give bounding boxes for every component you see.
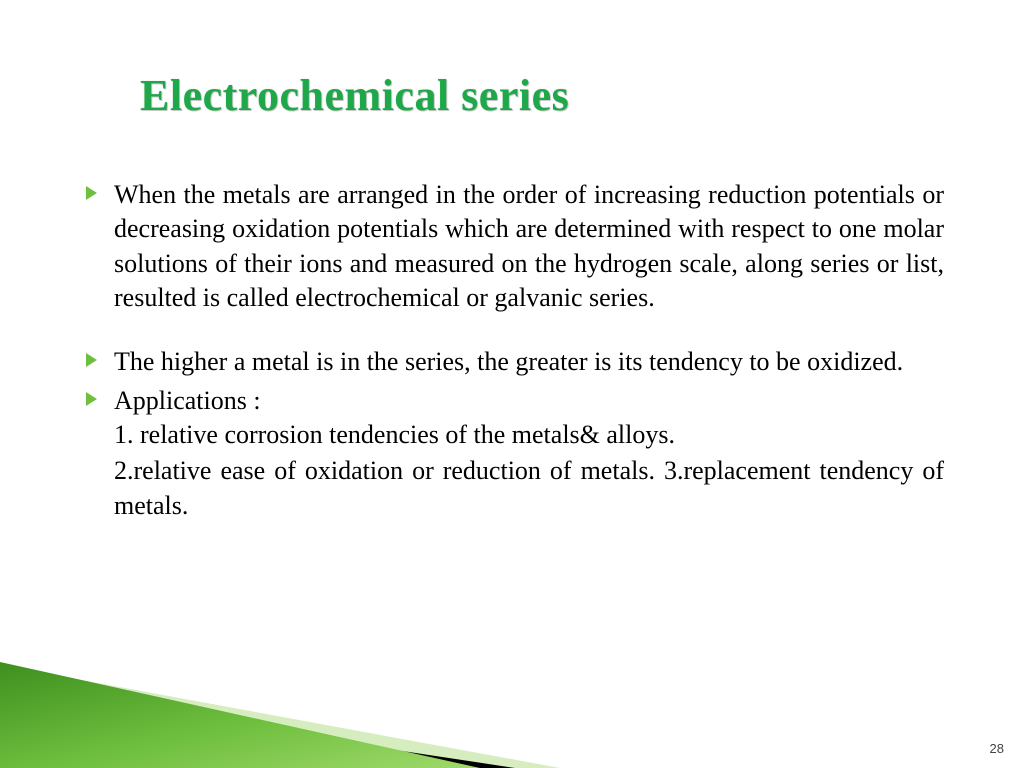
decor-triangle-green <box>0 662 480 768</box>
bullet-icon <box>86 392 97 406</box>
decor-triangle-light <box>0 665 560 768</box>
bullet-icon <box>86 353 97 367</box>
slide: Electrochemical series When the metals a… <box>0 0 1024 768</box>
bullet-subline: 1. relative corrosion tendencies of the … <box>82 418 944 452</box>
page-number: 28 <box>990 741 1004 756</box>
bullet-text: Applications : <box>114 386 261 415</box>
bullet-item: When the metals are arranged in the orde… <box>82 178 944 315</box>
decor-triangle-black <box>0 690 515 768</box>
bullet-item: The higher a metal is in the series, the… <box>82 345 944 379</box>
bullet-item: Applications : <box>82 384 944 418</box>
bullet-subline: 2.relative ease of oxidation or reductio… <box>82 454 944 523</box>
bullet-text: When the metals are arranged in the orde… <box>114 180 944 312</box>
slide-title: Electrochemical series <box>140 70 569 121</box>
slide-body: When the metals are arranged in the orde… <box>82 178 944 525</box>
bullet-text: The higher a metal is in the series, the… <box>114 347 903 376</box>
bullet-icon <box>86 186 97 200</box>
